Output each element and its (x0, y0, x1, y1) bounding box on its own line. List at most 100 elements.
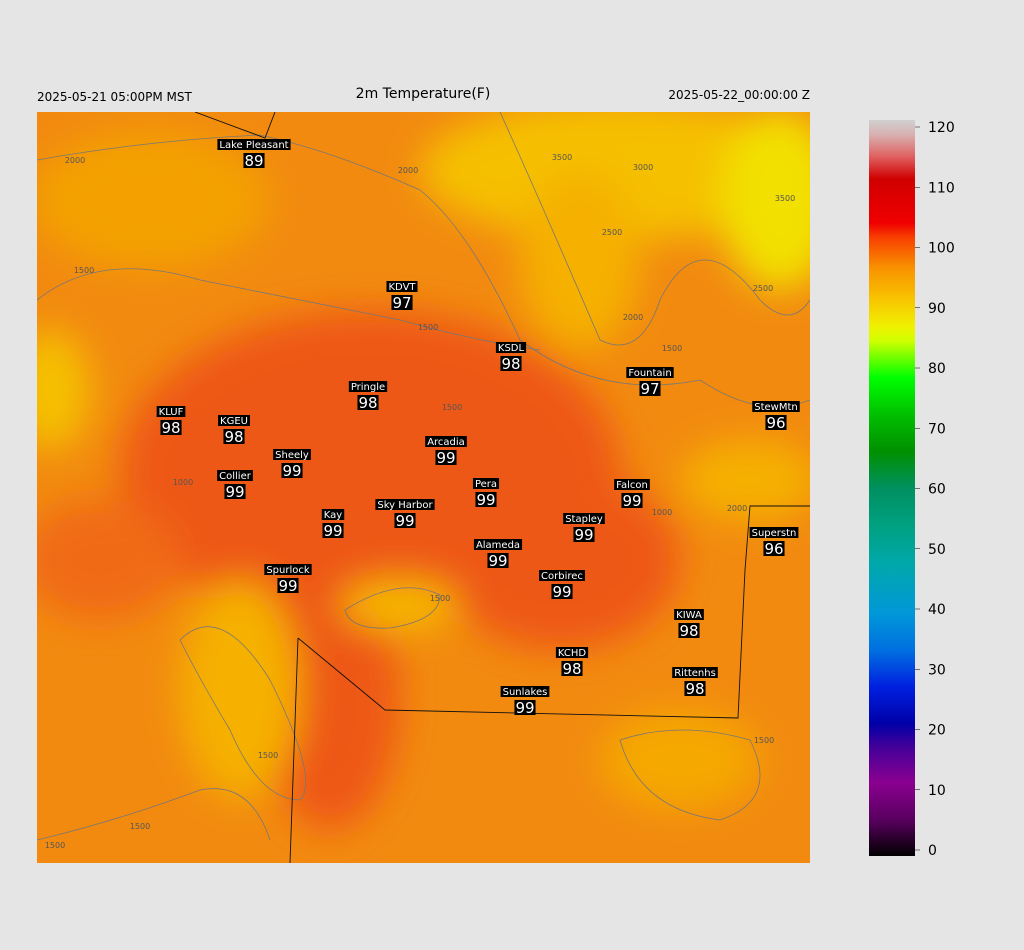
station-name-bg (473, 539, 523, 550)
station-value-bg (487, 553, 509, 568)
station-value-bg (394, 513, 416, 528)
contour-label: 1500 (662, 344, 682, 353)
station-value: 99 (278, 577, 297, 595)
station-value-bg (678, 623, 700, 638)
station-value: 98 (562, 660, 581, 678)
station-name-bg (472, 478, 500, 489)
station-name: Falcon (616, 480, 648, 491)
station-name-bg (555, 647, 589, 658)
station-value-bg (223, 429, 245, 444)
contour-label: 2000 (727, 504, 747, 513)
contour-label: 3000 (633, 163, 653, 172)
station-name-bg (425, 436, 467, 447)
colorbar-tick-label: 80 (928, 361, 946, 377)
station-name-bg (752, 401, 800, 412)
station-value: 99 (436, 449, 455, 467)
colorbar-tick-label: 70 (928, 421, 946, 437)
contour-label: 1500 (74, 266, 94, 275)
station-name: Lake Pleasant (219, 140, 288, 151)
station-value-bg (281, 463, 303, 478)
contour-label: 2500 (602, 228, 622, 237)
station-value: 98 (679, 622, 698, 640)
station-name-bg (749, 527, 799, 538)
contour-label: 3500 (552, 153, 572, 162)
colorbar-tick-label: 0 (928, 843, 937, 859)
station-value: 98 (224, 428, 243, 446)
station-name-bg (156, 406, 186, 417)
station-value: 99 (225, 483, 244, 501)
station-name: Fountain (628, 368, 671, 379)
station-name: Pera (475, 479, 497, 490)
station-name-bg (321, 509, 345, 520)
station-value-bg (160, 420, 182, 435)
station-value-bg (684, 681, 706, 696)
contour-label: 1000 (652, 508, 672, 517)
station-name: Corbirec (541, 571, 583, 582)
station-name: Sky Harbor (377, 500, 433, 511)
station-name-bg (539, 570, 585, 581)
station-value-bg (277, 578, 299, 593)
station-value: 99 (323, 522, 342, 540)
colorbar-tick-label: 30 (928, 662, 946, 678)
contour-label: 2000 (65, 156, 85, 165)
station-value-bg (475, 492, 497, 507)
station-value: 96 (766, 414, 785, 432)
contour-label: 1500 (754, 736, 774, 745)
station-value-bg (514, 700, 536, 715)
station-name: Sunlakes (503, 687, 548, 698)
colorbar-tick-label: 50 (928, 542, 946, 558)
station-value: 97 (392, 294, 411, 312)
station-name-bg (614, 479, 650, 490)
map-title: 2m Temperature(F) (356, 86, 491, 102)
station-name: Collier (219, 471, 252, 482)
station-name: Rittenhs (674, 668, 716, 679)
station-value: 99 (574, 526, 593, 544)
contour-label: 1500 (258, 751, 278, 760)
contour-label: 1500 (430, 594, 450, 603)
station-value: 99 (622, 492, 641, 510)
station-name: Stapley (565, 514, 603, 525)
station-value: 99 (476, 491, 495, 509)
station-name: Arcadia (427, 437, 465, 448)
station-value-bg (551, 584, 573, 599)
station-name-bg (264, 564, 312, 575)
colorbar-tick-label: 110 (928, 180, 955, 196)
station-name-bg (386, 281, 418, 292)
station-value: 96 (764, 540, 783, 558)
station-name-bg (218, 415, 250, 426)
colorbar-tick-label: 20 (928, 723, 946, 739)
station-value-bg (224, 484, 246, 499)
station-value: 99 (552, 583, 571, 601)
init-time: 2025-05-22_00:00:00 Z (668, 88, 810, 102)
station-name: KGEU (220, 416, 248, 427)
station-value-bg (573, 527, 595, 542)
station-name-bg (217, 139, 291, 150)
station-name: Spurlock (266, 565, 310, 576)
contour-label: 1500 (130, 822, 150, 831)
station-value-bg (765, 415, 787, 430)
station-value-bg (357, 395, 379, 410)
temperature-field (37, 112, 810, 863)
contour-label: 3500 (775, 194, 795, 203)
station-value: 97 (640, 380, 659, 398)
colorbar-tick-label: 10 (928, 783, 946, 799)
contour-label: 1500 (442, 403, 462, 412)
station-value: 99 (395, 512, 414, 530)
colorbar (869, 120, 915, 856)
station-name: KDVT (388, 282, 416, 293)
contour-label: 1500 (45, 841, 65, 850)
station-name: Superstn (752, 528, 797, 539)
station-value: 89 (244, 152, 263, 170)
